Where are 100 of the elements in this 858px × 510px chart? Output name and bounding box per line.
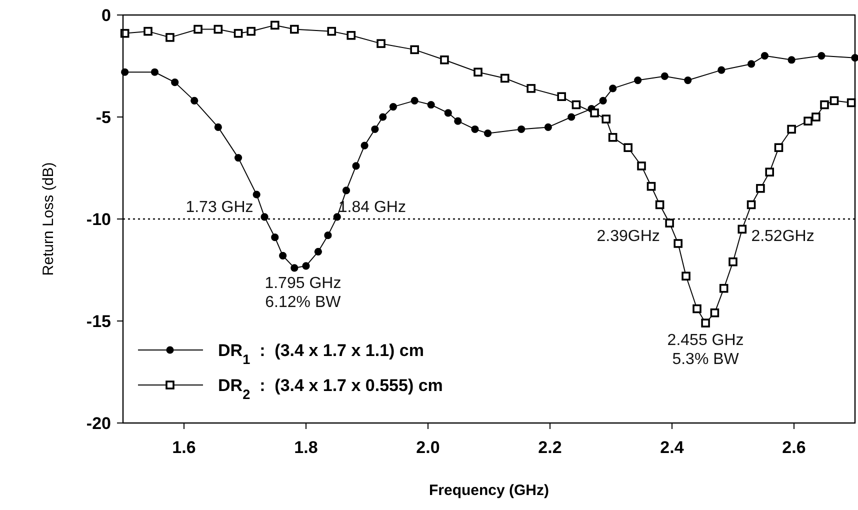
- point: [646, 182, 656, 191]
- point: [812, 112, 820, 122]
- point: [190, 96, 198, 104]
- y-tick-label: -15: [86, 312, 111, 331]
- point: [710, 308, 720, 318]
- point: [389, 103, 398, 111]
- point: [804, 116, 812, 126]
- point: [379, 113, 387, 121]
- annotation: 2.52GHz: [751, 228, 814, 245]
- x-tick-label: 2.2: [538, 438, 562, 457]
- point: [590, 108, 599, 118]
- point: [484, 130, 492, 138]
- point: [290, 24, 299, 34]
- annotation: 1.795 GHz 6.12% BW: [264, 274, 342, 311]
- point: [637, 162, 646, 170]
- point: [371, 125, 379, 134]
- x-axis-title: Frequency (GHz): [428, 482, 550, 499]
- point: [665, 218, 674, 228]
- point: [314, 248, 322, 256]
- point: [818, 52, 826, 60]
- point: [150, 68, 159, 76]
- point: [214, 123, 222, 131]
- point: [410, 96, 418, 104]
- point: [572, 100, 581, 110]
- point: [194, 24, 202, 34]
- point: [830, 96, 839, 106]
- point: [279, 252, 287, 260]
- point: [440, 55, 449, 64]
- point: [270, 20, 280, 30]
- point: [718, 66, 726, 74]
- point: [655, 200, 664, 210]
- point: [324, 232, 332, 240]
- point: [684, 76, 692, 84]
- point: [333, 213, 341, 221]
- point: [144, 26, 152, 36]
- point: [234, 28, 243, 38]
- point: [342, 186, 350, 194]
- y-axis-title: Return Loss (dB): [40, 162, 57, 276]
- point: [474, 68, 482, 77]
- point: [682, 272, 690, 281]
- point: [214, 24, 223, 34]
- annotation: 1.73 GHz: [186, 199, 254, 216]
- point: [692, 304, 702, 314]
- point: [166, 33, 174, 42]
- x-tick-label: 1.6: [172, 438, 196, 457]
- point: [728, 257, 738, 266]
- y-tick-label: -5: [96, 108, 111, 127]
- point: [271, 234, 279, 242]
- y-tick-label: -10: [86, 210, 111, 229]
- point: [599, 96, 607, 104]
- point: [346, 31, 356, 40]
- point: [444, 109, 452, 117]
- point: [765, 168, 774, 176]
- point: [608, 133, 618, 142]
- point: [787, 124, 796, 134]
- point: [302, 262, 310, 270]
- point: [719, 284, 728, 293]
- y-tick-label: 0: [102, 6, 111, 25]
- point: [252, 190, 260, 198]
- annotation: 2.39GHz: [596, 228, 660, 245]
- point: [544, 123, 552, 131]
- point: [774, 143, 784, 152]
- point: [352, 162, 360, 170]
- point: [327, 26, 336, 36]
- point: [526, 84, 536, 93]
- point: [500, 74, 510, 83]
- annotation: 2.455 GHz 5.3% BW: [667, 332, 744, 368]
- point: [410, 45, 419, 54]
- x-tick-label: 2.4: [660, 438, 684, 457]
- point: [246, 26, 256, 36]
- point: [360, 142, 368, 150]
- legend-label: DR$_{2}$ : (3.4 x 1.7 x 0.555) cm: [218, 376, 443, 402]
- point: [674, 239, 682, 248]
- point: [820, 100, 829, 110]
- point: [260, 213, 268, 221]
- point: [756, 184, 765, 193]
- point: [609, 84, 617, 92]
- x-tick-label: 2.6: [782, 438, 806, 457]
- point: [788, 56, 796, 64]
- point: [624, 143, 632, 152]
- point: [376, 39, 386, 48]
- point: [568, 113, 576, 121]
- point: [760, 52, 769, 60]
- point: [120, 28, 130, 38]
- y-tick-label: -20: [86, 414, 111, 433]
- point: [660, 72, 668, 80]
- point: [427, 100, 435, 109]
- point: [234, 154, 242, 162]
- point: [748, 60, 756, 68]
- point: [701, 318, 710, 328]
- point: [557, 92, 566, 101]
- point: [634, 76, 642, 84]
- x-tick-label: 1.8: [294, 438, 318, 457]
- point: [171, 78, 179, 86]
- x-tick-label: 2.0: [416, 438, 440, 457]
- point: [454, 117, 462, 125]
- annotation: 1.84 GHz: [338, 199, 406, 216]
- legend-label: DR$_{1}$ : (3.4 x 1.7 x 1.1) cm: [218, 341, 424, 366]
- point: [746, 200, 756, 210]
- point: [471, 125, 479, 134]
